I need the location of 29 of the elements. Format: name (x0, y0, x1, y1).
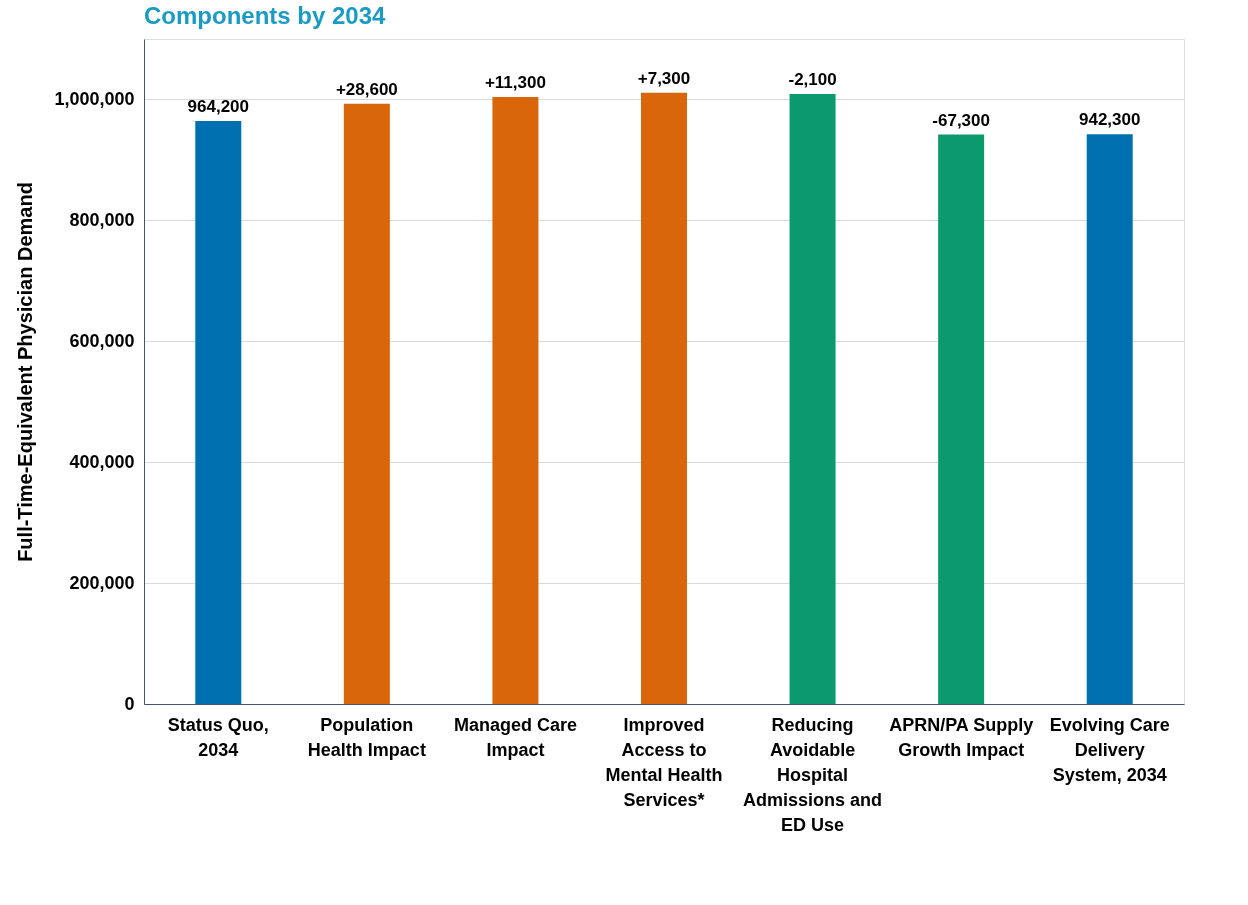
y-tick-label: 400,000 (69, 451, 135, 472)
y-axis-title: Full-Time-Equivalent Physician Demand (14, 182, 37, 562)
bar (641, 92, 687, 704)
bar (343, 103, 390, 704)
annotation: +28,600 (335, 79, 398, 99)
x-tick-label: Status Quo, 2034 (167, 714, 269, 760)
x-tick-label: Reducing Avoidable Hospital Admissions and ED Use (743, 714, 883, 835)
annotation: -2,100 (788, 70, 837, 90)
data-label: 942,300 (1078, 110, 1141, 130)
x-tick-label: Managed Care Impact (453, 714, 577, 760)
bar (938, 134, 985, 704)
x-tick-label: APRN/PA Supply Growth Impact (889, 714, 1034, 760)
y-tick-label: 0 (124, 693, 135, 714)
chart-title: Components by 2034 (144, 2, 387, 29)
bar (195, 121, 242, 704)
y-tick-label: 600,000 (69, 330, 135, 351)
y-tick-label: 1,000,000 (54, 88, 135, 109)
x-tick-label: Evolving Care Delivery System, 2034 (1049, 714, 1170, 785)
x-tick-label: Improved Access to Mental Health Services* (605, 714, 723, 810)
data-label: 964,200 (187, 97, 250, 117)
bar (1086, 134, 1133, 704)
x-tick-label: Population Health Impact (307, 714, 426, 760)
annotation: -67,300 (932, 110, 990, 130)
annotation: +7,300 (637, 68, 691, 88)
y-tick-label: 800,000 (69, 209, 135, 230)
annotation: +11,300 (484, 73, 546, 93)
y-tick-label: 200,000 (69, 572, 135, 593)
bar (492, 97, 539, 704)
bar (789, 94, 836, 704)
